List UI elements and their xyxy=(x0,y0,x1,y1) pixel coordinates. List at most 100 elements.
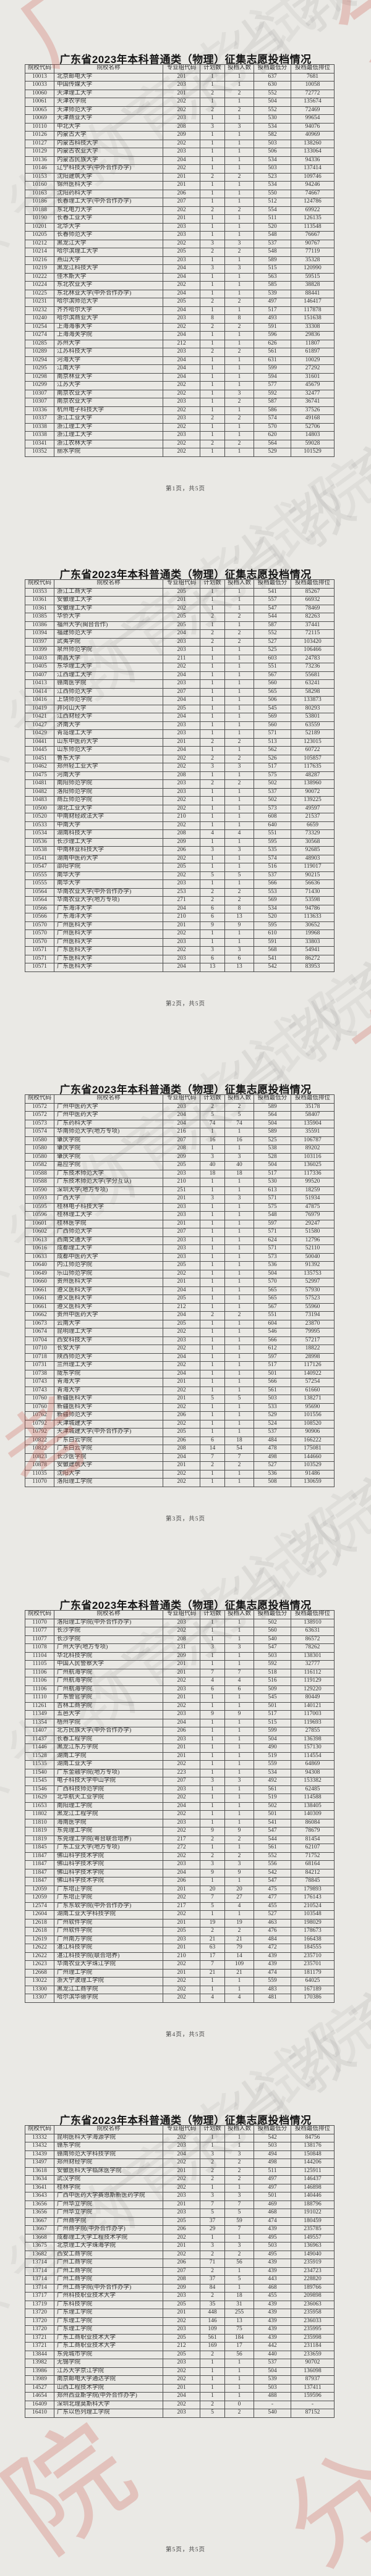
college-code: 11070 xyxy=(25,1478,54,1487)
column-header-2: 专业组代码 xyxy=(163,64,200,73)
column-header-0: 院校代码 xyxy=(25,1094,54,1104)
plan-count: 5 xyxy=(200,1111,225,1120)
college-code: 10570 xyxy=(25,921,54,930)
min-score: 526 xyxy=(254,754,291,763)
major-group-code: 207 xyxy=(163,1228,200,1237)
min-score: 545 xyxy=(254,704,291,713)
admitted-count: 2 xyxy=(224,206,254,215)
admitted-count: 255 xyxy=(224,2309,254,2318)
admitted-count: 1 xyxy=(224,604,254,613)
min-rank: 191022 xyxy=(291,2209,335,2218)
min-rank: 126135 xyxy=(291,214,335,224)
college-name: 天津商业大学 xyxy=(54,114,163,124)
major-group-code: 205 xyxy=(163,1261,200,1270)
min-rank: 94308 xyxy=(291,1768,335,1777)
college-name: 南华大学 xyxy=(54,871,163,880)
admitted-count: 1 xyxy=(224,2375,254,2385)
min-score: 529 xyxy=(254,1411,291,1420)
plan-count: 1 xyxy=(200,339,225,348)
plan-count: 2 xyxy=(200,779,225,789)
college-name: 泉州师范学院 xyxy=(54,646,163,655)
min-rank: 176143 xyxy=(291,1894,335,1903)
plan-count: 1 xyxy=(200,929,225,939)
college-code: 10573 xyxy=(25,1119,54,1128)
min-rank: 82263 xyxy=(291,613,335,622)
min-score: 586 xyxy=(254,406,291,415)
table-header: 院校代码 院校名称 专业组代码 计划数 投档人数 投档最低分 投档最低排位 xyxy=(25,64,335,73)
table-row: 10190 长春工业大学 201 1 1 511 126135 xyxy=(25,214,335,224)
min-score: 439 xyxy=(254,2317,291,2326)
college-name: 五邑大学 xyxy=(54,1710,163,1719)
college-name: 青岛理工大学 xyxy=(54,729,163,739)
major-group-code: 202 xyxy=(163,1960,200,1970)
admitted-count: 1 xyxy=(224,1693,254,1703)
college-code: 10661 xyxy=(25,1286,54,1295)
college-code: 10582 xyxy=(25,1161,54,1170)
table-row: 10762 新疆师范大学 206 1 1 529 101556 xyxy=(25,1411,335,1420)
min-rank: 62485 xyxy=(291,1785,335,1794)
college-code: 10294 xyxy=(25,356,54,365)
table-row: 10126 内蒙古大学 209 1 1 582 40969 xyxy=(25,131,335,140)
college-name: 广东工商职业技术大学 xyxy=(54,2333,163,2343)
min-score: 596 xyxy=(254,331,291,340)
page-footer: 第1页，共5页 xyxy=(165,486,205,492)
admitted-count: 1 xyxy=(224,2233,254,2242)
major-group-code: 203 xyxy=(163,314,200,324)
min-score: 504 xyxy=(254,1269,291,1278)
min-rank: 31601 xyxy=(291,372,335,382)
major-group-code: 202 xyxy=(163,2250,200,2259)
college-code: 10298 xyxy=(25,372,54,382)
min-score: 560 xyxy=(254,679,291,689)
min-score: 502 xyxy=(254,1618,291,1627)
min-score: 527 xyxy=(254,1461,291,1471)
table-row: 10386 福州大学(闽台合作) 205 1 1 587 37441 xyxy=(25,621,335,630)
plan-count: 1 xyxy=(200,1419,225,1429)
college-code: 11110 xyxy=(25,1693,54,1703)
plan-count: 71 xyxy=(200,2259,225,2268)
table-row: 10201 北华大学 203 1 1 520 113548 xyxy=(25,222,335,232)
major-group-code: 202 xyxy=(163,422,200,432)
min-rank: 137411 xyxy=(291,2383,335,2393)
plan-count: 1 xyxy=(200,687,225,697)
admitted-count: 7 xyxy=(224,1453,254,1462)
college-code: 10274 xyxy=(25,331,54,340)
college-code: 10361 xyxy=(25,596,54,605)
min-rank: 140121 xyxy=(291,1701,335,1711)
table-row: 10547 邵阳学院 205 1 1 516 119017 xyxy=(25,863,335,872)
column-header-4: 投档人数 xyxy=(224,579,254,589)
min-rank: 113548 xyxy=(291,222,335,232)
major-group-code: 205 xyxy=(163,704,200,713)
plan-count: 1 xyxy=(200,331,225,340)
plan-count: 1 xyxy=(200,1219,225,1228)
table-row: 13656 广州华立学院 201 7 7 469 188796 xyxy=(25,2200,335,2209)
min-score: 439 xyxy=(254,1960,291,1970)
min-score: 595 xyxy=(254,921,291,930)
min-score: 624 xyxy=(254,1236,291,1245)
admitted-count: 184 xyxy=(224,2333,254,2343)
min-score: 474 xyxy=(254,2217,291,2226)
min-score: 560 xyxy=(254,1627,291,1636)
college-code: 10416 xyxy=(25,696,54,705)
plan-count: 1 xyxy=(200,289,225,298)
college-code: 12604 xyxy=(25,1910,54,1919)
admitted-count: 40 xyxy=(224,1161,254,1170)
major-group-code: 202 xyxy=(163,2133,200,2142)
admitted-count: 1 xyxy=(224,1411,254,1420)
major-group-code: 201 xyxy=(163,1743,200,1753)
min-rank: 233659 xyxy=(291,2350,335,2359)
min-score: 542 xyxy=(254,2133,291,2142)
plan-count: 1 xyxy=(200,114,225,124)
college-code: 10743 xyxy=(25,1378,54,1387)
college-name: 丽水学院 xyxy=(54,448,163,457)
college-name: 新疆医科大学 xyxy=(54,1403,163,1412)
major-group-code: 206 xyxy=(163,2225,200,2234)
admitted-count: 2 xyxy=(224,896,254,905)
table-row: 10662 贵州中医药大学 204 2 2 551 73194 xyxy=(25,1311,335,1320)
college-code: 10555 xyxy=(25,879,54,889)
admitted-count: 1 xyxy=(224,1844,254,1853)
college-code: 14654 xyxy=(25,2392,54,2401)
table-row: 10601 桂林医学院 201 1 1 597 29247 xyxy=(25,1219,335,1228)
table-row: 13439 赣南师范大学科技学院 204 3 3 494 150848 xyxy=(25,2150,335,2159)
college-name: 中南林业科技大学 xyxy=(54,846,163,855)
admitted-count: 1 xyxy=(224,746,254,755)
